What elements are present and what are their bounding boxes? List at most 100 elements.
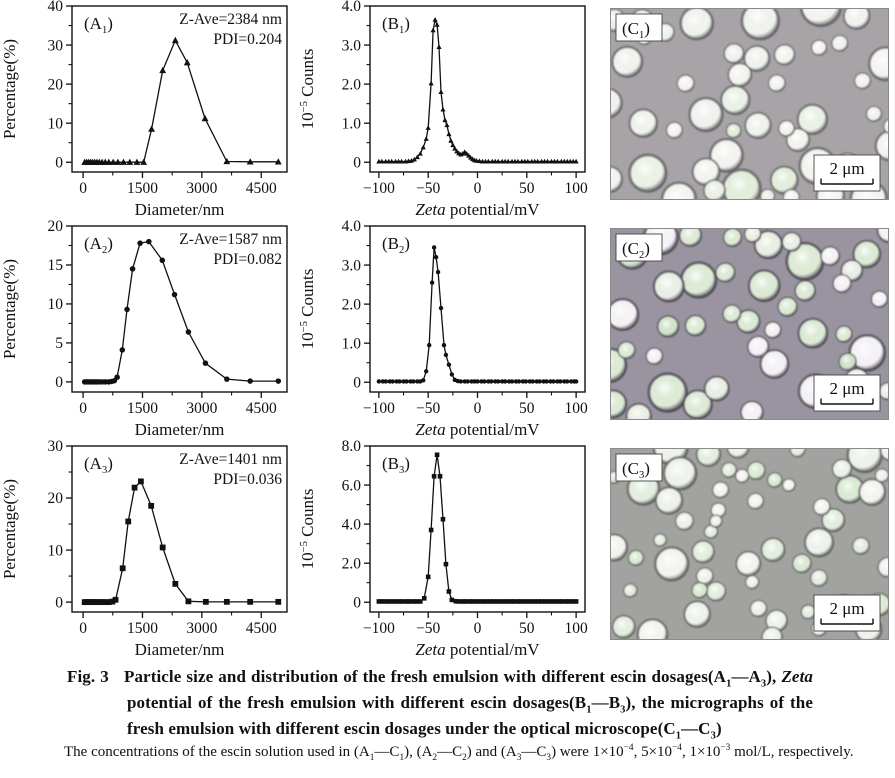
chart-B2-svg: −100 −50 0 50 100 Zeta potential/mV 0 1.0 2.0 3.0… xyxy=(298,220,588,439)
x-tick-label: 1500 xyxy=(127,400,158,417)
y-tick-label: 2.0 xyxy=(342,296,362,313)
data-markers xyxy=(81,238,282,385)
annotation-zave: Z-Ave=1587 nm xyxy=(179,231,282,248)
x-axis: 0 1500 3000 4500 Diameter/nm xyxy=(79,392,277,439)
y-tick-label: 2.0 xyxy=(342,76,362,93)
panel-C1-micrograph: (C1) 2 μm xyxy=(596,0,895,220)
y-tick-label: 30 xyxy=(48,37,64,54)
micrograph-panel-label: (C1) xyxy=(615,13,663,42)
panel-label: (A2) xyxy=(84,234,113,256)
y-tick-label: 2.0 xyxy=(342,555,362,572)
y-tick-label: 20 xyxy=(48,220,64,235)
x-axis-label: Diameter/nm xyxy=(135,640,225,659)
x-tick-label: −50 xyxy=(416,180,440,197)
chart-A3-svg: 0 1500 3000 4500 Diameter/nm 0 10 20 30 Percentag… xyxy=(0,440,288,659)
figure-caption: Fig. 3 Particle size and distribution of… xyxy=(0,664,895,763)
scale-bar-label: 2 μm xyxy=(829,379,864,398)
annotation-pdi: PDI=0.036 xyxy=(213,471,282,488)
micrograph-panel-label: (C3) xyxy=(615,453,663,482)
plot-frame xyxy=(71,225,288,393)
y-tick-label: 0 xyxy=(55,374,63,391)
x-axis-label: Diameter/nm xyxy=(135,420,225,439)
panel-label: (A1) xyxy=(84,14,113,36)
y-tick-label: 15 xyxy=(48,257,64,274)
y-tick-label: 0 xyxy=(353,594,361,611)
x-tick-label: 0 xyxy=(474,180,482,197)
caption-line-1: Fig. 3 Particle size and distribution of… xyxy=(67,667,813,690)
y-tick-label: 4.0 xyxy=(342,0,362,15)
x-tick-label: 0 xyxy=(79,180,87,197)
panel-label: (B2) xyxy=(382,234,410,256)
y-tick-label: 5 xyxy=(55,335,63,352)
x-tick-label: −100 xyxy=(363,400,395,417)
panel-label: (B3) xyxy=(382,454,410,476)
panel-label: (A3) xyxy=(84,454,113,476)
annotation-pdi: PDI=0.082 xyxy=(213,251,282,268)
x-tick-label: 50 xyxy=(519,620,535,637)
y-tick-label: 8.0 xyxy=(342,440,362,455)
y-tick-label: 10 xyxy=(48,115,64,132)
y-tick-label: 3.0 xyxy=(342,257,362,274)
y-axis-label: Percentage(%) xyxy=(0,39,19,139)
y-axis: 0 5 10 15 20 Percentage(%) xyxy=(0,220,72,391)
scale-bar: 2 μm xyxy=(813,374,881,412)
annotation-pdi: PDI=0.204 xyxy=(213,31,282,48)
figure-grid: 0 1500 3000 4500 Diameter/nm 0 10 20 30 40 Percent… xyxy=(0,0,895,659)
svg-text:(C2): (C2) xyxy=(622,239,650,261)
y-tick-label: 0 xyxy=(353,154,361,171)
panel-C2-micrograph: (C2) 2 μm xyxy=(596,220,895,440)
x-axis-label: Zeta potential/mV xyxy=(415,640,540,659)
x-tick-label: 100 xyxy=(564,620,588,637)
x-tick-label: 0 xyxy=(474,620,482,637)
panel-A2-size-distribution-chart: 0 1500 3000 4500 Diameter/nm 0 5 10 15 20 Percenta… xyxy=(0,220,298,440)
y-tick-label: 3.0 xyxy=(342,37,362,54)
x-tick-label: 0 xyxy=(79,400,87,417)
x-tick-label: 4500 xyxy=(246,180,277,197)
x-tick-label: 50 xyxy=(519,400,535,417)
x-axis: −100 −50 0 50 100 Zeta potential/mV xyxy=(363,392,588,439)
y-axis: 0 10 20 30 Percentage(%) xyxy=(0,440,72,611)
x-axis: 0 1500 3000 4500 Diameter/nm xyxy=(79,172,277,219)
y-tick-label: 10 xyxy=(48,542,64,559)
y-axis-label: 10−5 Counts xyxy=(298,269,317,350)
emulsion-droplets xyxy=(611,229,888,419)
y-tick-label: 20 xyxy=(48,76,64,93)
x-tick-label: 3000 xyxy=(186,180,217,197)
chart-B3-svg: −100 −50 0 50 100 Zeta potential/mV 0 2.0 4.0 6.0… xyxy=(298,440,588,659)
x-tick-label: −100 xyxy=(363,620,395,637)
chart-A1-svg: 0 1500 3000 4500 Diameter/nm 0 10 20 30 40 Percent… xyxy=(0,0,288,219)
y-tick-label: 30 xyxy=(48,440,64,455)
x-tick-label: −50 xyxy=(416,400,440,417)
x-tick-label: 50 xyxy=(519,180,535,197)
annotation-zave: Z-Ave=1401 nm xyxy=(179,451,282,468)
x-axis-label: Zeta potential/mV xyxy=(415,420,540,439)
y-axis: 0 2.0 4.0 6.0 8.0 10−5 Counts xyxy=(298,440,370,611)
svg-text:(C1): (C1) xyxy=(622,19,650,41)
data-series-line xyxy=(378,454,577,603)
micrograph-C2-image: (C2) 2 μm xyxy=(610,228,889,420)
data-series-line xyxy=(378,19,577,163)
y-tick-label: 0 xyxy=(55,594,63,611)
x-tick-label: 3000 xyxy=(186,620,217,637)
x-axis: −100 −50 0 50 100 Zeta potential/mV xyxy=(363,172,588,219)
plot-frame xyxy=(71,5,288,173)
x-tick-label: 0 xyxy=(474,400,482,417)
y-axis-label: Percentage(%) xyxy=(0,259,19,359)
x-tick-label: 4500 xyxy=(246,620,277,637)
x-tick-label: 100 xyxy=(564,180,588,197)
y-axis: 0 10 20 30 40 Percentage(%) xyxy=(0,0,72,171)
x-tick-label: 100 xyxy=(564,400,588,417)
y-axis-label: 10−5 Counts xyxy=(298,489,317,570)
x-tick-label: 1500 xyxy=(127,620,158,637)
plot-frame xyxy=(71,445,288,613)
y-tick-label: 0 xyxy=(55,154,63,171)
x-axis-label: Zeta potential/mV xyxy=(415,200,540,219)
y-tick-label: 20 xyxy=(48,490,64,507)
y-axis: 0 1.0 2.0 3.0 4.0 10−5 Counts xyxy=(298,0,370,171)
chart-A2-svg: 0 1500 3000 4500 Diameter/nm 0 5 10 15 20 Percenta… xyxy=(0,220,288,439)
data-series-line xyxy=(378,246,577,383)
scale-bar: 2 μm xyxy=(813,154,881,192)
panel-A1-size-distribution-chart: 0 1500 3000 4500 Diameter/nm 0 10 20 30 40 Percent… xyxy=(0,0,298,220)
scale-bar-label: 2 μm xyxy=(829,599,864,618)
